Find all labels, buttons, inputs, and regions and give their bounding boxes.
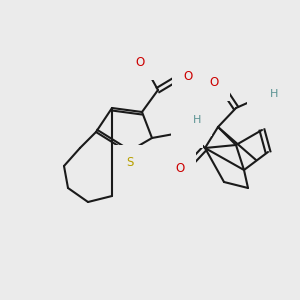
Text: H: H: [193, 115, 201, 125]
Text: S: S: [126, 157, 134, 169]
Text: O: O: [183, 70, 193, 83]
Text: O: O: [258, 89, 268, 103]
Text: O: O: [135, 56, 145, 68]
Text: N: N: [183, 124, 191, 136]
Text: O: O: [176, 163, 184, 176]
Text: H: H: [270, 89, 278, 99]
Text: O: O: [209, 76, 219, 89]
